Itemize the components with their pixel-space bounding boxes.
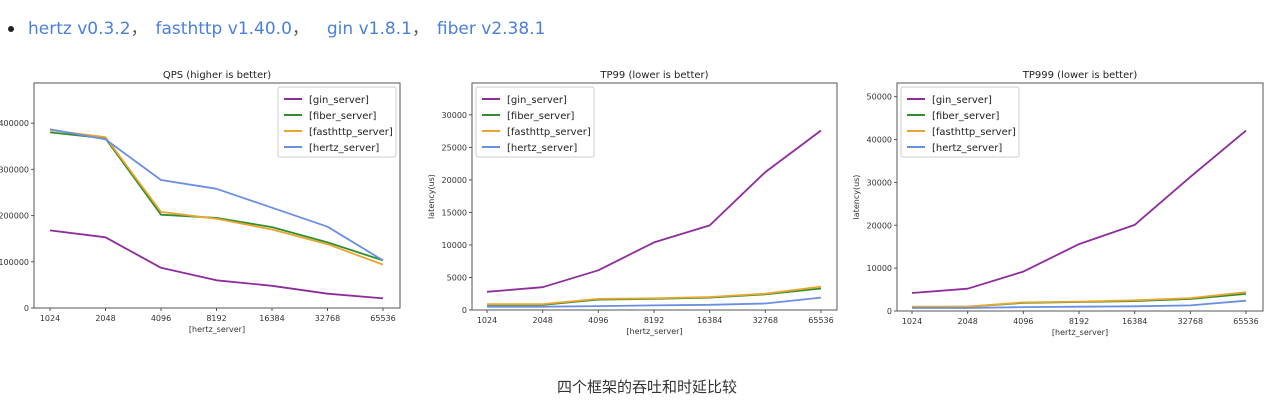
y-tick-label: 0 (462, 306, 467, 315)
y-tick-label: 50000 (867, 93, 892, 102)
legend-label: [gin_server] (932, 95, 992, 106)
legend-label: [fiber_server] (932, 111, 999, 122)
x-tick-label: 4096 (1013, 317, 1033, 326)
x-tick-label: 32768 (1178, 317, 1203, 326)
link-fiber[interactable]: fiber v2.38.1 (436, 19, 546, 39)
y-tick-label: 20000 (867, 221, 892, 230)
x-axis-label: [hertz_server] (189, 325, 245, 334)
separator: ， (291, 19, 309, 39)
y-tick-label: 30000 (442, 111, 467, 120)
series-line-gin_server (911, 129, 1247, 294)
legend-label: [hertz_server] (932, 143, 1002, 154)
x-tick-label: 1024 (477, 316, 497, 325)
legend (277, 86, 397, 158)
legend-label: [fiber_server] (507, 111, 574, 122)
legend-label: [gin_server] (309, 95, 369, 106)
plot-area (896, 82, 1264, 312)
series-line-gin_server (486, 129, 822, 293)
series-line-hertz_server (49, 128, 384, 262)
x-tick-label: 16384 (697, 316, 722, 325)
legend-label: [fiber_server] (309, 111, 376, 122)
series-line-fasthttp_server (49, 129, 384, 266)
y-tick-label: 300000 (0, 165, 29, 174)
chart-title: TP99 (lower is better) (599, 70, 708, 81)
x-tick-label: 32768 (315, 314, 340, 323)
x-tick-label: 2048 (95, 314, 115, 323)
legend (475, 86, 595, 158)
y-tick-label: 0 (887, 307, 892, 316)
legend-label: [hertz_server] (507, 143, 577, 154)
legend-label: [hertz_server] (309, 143, 379, 154)
link-gin[interactable]: gin v1.8.1 (326, 19, 412, 39)
figure-caption: 四个框架的吞吐和时延比较 (556, 378, 737, 396)
legend-label: [fasthttp_server] (932, 127, 1016, 138)
y-tick-label: 25000 (442, 143, 467, 152)
legend (900, 86, 1020, 158)
y-axis-label: latency(us) (852, 175, 861, 220)
y-tick-label: 10000 (867, 264, 892, 273)
y-tick-label: 100000 (0, 258, 29, 267)
series-line-hertz_server (912, 299, 1247, 309)
separator: ， (130, 19, 148, 39)
chart-title: QPS (higher is better) (163, 70, 271, 81)
legend-label: [gin_server] (507, 95, 567, 106)
bullet-icon (8, 26, 14, 32)
y-tick-label: 20000 (442, 176, 467, 185)
legend-label: [fasthttp_server] (507, 127, 591, 138)
x-tick-label: 65536 (370, 314, 395, 323)
y-tick-label: 0 (24, 304, 29, 313)
series-line-gin_server (49, 229, 384, 300)
x-tick-label: 32768 (753, 316, 778, 325)
series-line-fasthttp_server (487, 285, 822, 306)
separator: ， (411, 19, 429, 39)
y-tick-label: 200000 (0, 212, 29, 221)
legend-label: [fasthttp_server] (309, 127, 393, 138)
x-tick-label: 4096 (588, 316, 608, 325)
series-line-fasthttp_server (912, 291, 1247, 308)
x-tick-label: 65536 (808, 316, 833, 325)
chart-title: TP999 (lower is better) (1022, 70, 1138, 81)
y-axis-label: latency(us) (427, 174, 436, 219)
x-tick-label: 1024 (40, 314, 60, 323)
x-tick-label: 1024 (902, 317, 922, 326)
link-fasthttp[interactable]: fasthttp v1.40.0 (155, 19, 292, 39)
x-tick-label: 4096 (151, 314, 171, 323)
x-tick-label: 2048 (532, 316, 552, 325)
x-tick-label: 16384 (259, 314, 284, 323)
y-tick-label: 400000 (0, 119, 29, 128)
x-axis-label: [hertz_server] (626, 327, 682, 336)
series-line-hertz_server (487, 296, 822, 308)
y-tick-label: 5000 (447, 273, 467, 282)
y-tick-label: 30000 (867, 178, 892, 187)
link-hertz[interactable]: hertz v0.3.2 (28, 19, 131, 39)
y-tick-label: 10000 (442, 241, 467, 250)
x-tick-label: 16384 (1122, 317, 1147, 326)
x-tick-label: 2048 (957, 317, 977, 326)
y-tick-label: 15000 (442, 208, 467, 217)
x-tick-label: 8192 (206, 314, 226, 323)
x-tick-label: 8192 (1069, 317, 1089, 326)
x-tick-label: 65536 (1233, 317, 1258, 326)
x-tick-label: 8192 (644, 316, 664, 325)
framework-versions-list: hertz v0.3.2， fasthttp v1.40.0， gin v1.8.1… (8, 14, 545, 39)
x-axis-label: [hertz_server] (1052, 328, 1108, 337)
y-tick-label: 40000 (867, 136, 892, 145)
